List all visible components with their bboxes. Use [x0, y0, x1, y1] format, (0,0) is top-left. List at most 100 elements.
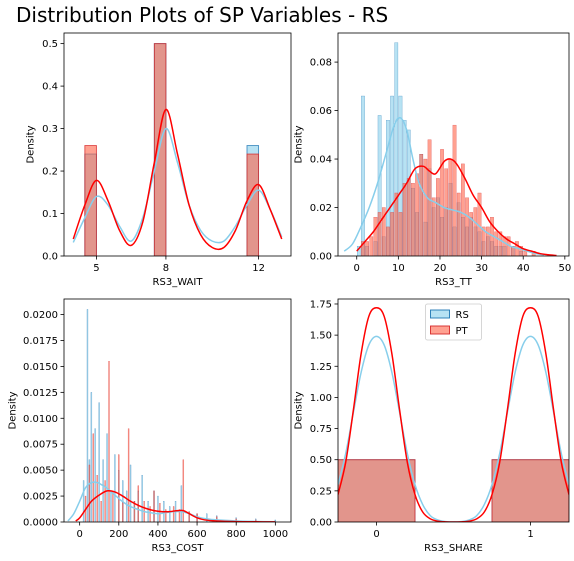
bar-pt	[398, 212, 403, 256]
bar-pt	[149, 506, 151, 522]
x-tick-label: 50	[558, 263, 571, 274]
y-tick-label: 1.25	[310, 362, 332, 373]
y-tick-label: 0.0100	[23, 414, 58, 425]
bar-pt	[369, 236, 374, 256]
bar-pt	[338, 459, 416, 522]
y-tick-label: 1.50	[310, 331, 332, 342]
x-axis-label: RS3_COST	[152, 543, 205, 554]
kde-line-pt	[72, 108, 283, 251]
bar-pt	[172, 506, 175, 522]
x-tick-label: 400	[148, 529, 167, 540]
bar-pt	[246, 153, 260, 256]
bar-pt	[188, 511, 190, 522]
y-tick-label: 0.0000	[23, 518, 58, 529]
bar-pt	[122, 501, 124, 522]
legend-label-rs: RS	[456, 310, 469, 321]
bar-rs	[94, 428, 96, 522]
bar-pt	[133, 501, 136, 522]
legend-label-pt: PT	[456, 326, 469, 337]
x-tick-label: 1	[527, 529, 533, 540]
bar-pt	[448, 158, 453, 256]
bar-pt	[494, 231, 498, 256]
y-tick-label: 0.04	[310, 155, 332, 166]
bar-pt	[431, 197, 436, 256]
bar-rs	[377, 115, 382, 256]
subplot-rs3-wait: 5 8 12 0.0 0.1 0.2 0.3 0.4 0.5 RS3_WAIT Density	[26, 32, 292, 288]
bar-rs	[180, 485, 183, 522]
x-tick-label: 800	[227, 529, 246, 540]
bar-pt	[415, 173, 419, 256]
bar-rs	[98, 402, 100, 522]
bar-pt	[491, 459, 569, 522]
bar-rs	[169, 506, 171, 522]
y-axis-label: Density	[294, 391, 305, 429]
bar-pt	[84, 145, 97, 256]
y-tick-label: 0.02	[310, 203, 332, 214]
legend-box	[425, 303, 482, 341]
bar-pt	[386, 226, 390, 256]
y-tick-label: 0.0025	[23, 492, 58, 503]
legend-swatch-pt	[430, 325, 450, 335]
bar-pt	[465, 197, 469, 256]
x-tick-label: 10	[392, 263, 405, 274]
plot-area	[338, 306, 569, 522]
bar-pt	[377, 212, 382, 256]
y-tick-label: 0.0125	[23, 388, 58, 399]
bar-rs	[114, 454, 116, 522]
bar-rs	[206, 513, 208, 522]
axes-frame	[337, 298, 570, 523]
bar-pt	[381, 207, 386, 256]
bar-rs	[129, 464, 132, 522]
bar-pt	[153, 490, 155, 522]
x-ticks: 0 10 20 30 40 50	[354, 256, 571, 274]
y-tick-label: 0.0150	[23, 362, 58, 373]
bar-pt	[118, 454, 120, 522]
bar-rs	[125, 490, 128, 522]
y-tick-label: 0.2	[42, 167, 58, 178]
bar-pt	[100, 501, 102, 522]
kde-line-rs	[67, 481, 276, 522]
legend-swatch-rs	[430, 309, 450, 319]
bar-pt	[481, 226, 486, 256]
kde-line-pt	[356, 158, 557, 256]
y-tick-label: 0.75	[310, 424, 332, 435]
bar-pt	[153, 43, 167, 256]
y-tick-label: 0.00	[310, 252, 332, 263]
bar-pt	[502, 236, 507, 256]
bar-pt	[419, 154, 424, 256]
subplot-rs3-cost: 0 200 400 600 800 1000 0.00000.00250.00500.00…	[7, 298, 292, 554]
x-tick-label: 8	[163, 263, 169, 274]
bar-pt	[406, 178, 411, 256]
kde-line-rs	[72, 127, 283, 244]
y-tick-label: 0.50	[310, 455, 332, 466]
kde-line-rs	[343, 116, 545, 256]
bar-rs	[90, 392, 93, 522]
x-ticks: 0 200 400 600 800 1000	[76, 522, 288, 540]
bar-pt	[159, 503, 161, 522]
bar-pt	[127, 428, 130, 522]
y-tick-label: 0.0175	[23, 336, 58, 347]
bar-pt	[88, 464, 91, 522]
x-tick-label: 20	[434, 263, 447, 274]
x-axis-label: RS3_SHARE	[424, 543, 483, 554]
bar-pt	[104, 480, 106, 522]
bar-pt	[394, 192, 399, 256]
x-tick-label: 600	[188, 529, 207, 540]
x-tick-label: 12	[252, 263, 265, 274]
axes-frame	[63, 32, 292, 257]
bar-pt	[365, 241, 369, 256]
bar-rs	[110, 490, 112, 522]
bar-rs	[394, 42, 399, 256]
bar-pt	[390, 212, 394, 256]
bar-pt	[461, 163, 465, 256]
bar-pt	[373, 217, 378, 256]
y-ticks: 0.00 0.25 0.50 0.75 1.00 1.25 1.50 1.75	[310, 299, 338, 529]
y-ticks: 0.00 0.02 0.04 0.06 0.08	[310, 58, 338, 263]
bar-pt	[456, 192, 461, 256]
x-tick-label: 30	[475, 263, 488, 274]
x-tick-label: 1000	[263, 529, 288, 540]
y-tick-label: 0.00	[310, 518, 332, 529]
bar-pt	[486, 226, 490, 256]
